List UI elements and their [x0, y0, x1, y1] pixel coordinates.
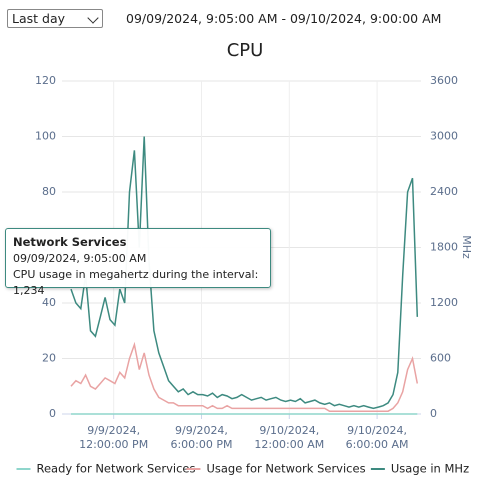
x-tick-label-line: 6:00:00 AM	[346, 438, 409, 451]
tooltip-text: CPU usage in megahertz during the interv…	[13, 268, 259, 297]
x-tick-label-line: 9/10/2024,	[259, 424, 319, 437]
x-tick-label-line: 9/9/2024,	[175, 424, 228, 437]
y2-tick-label: 1800	[430, 241, 458, 254]
x-tick-label: 9/10/2024, 12:00:00 AM	[254, 424, 324, 451]
x-tick-label-line: 6:00:00 PM	[170, 438, 232, 451]
period-text: Last day	[12, 11, 66, 26]
period-select[interactable]: Last day	[7, 9, 103, 28]
y2-tick-label: 3600	[430, 74, 458, 87]
series-line	[70, 341, 419, 412]
y-tick-label: 20	[42, 352, 56, 365]
y2-axis-title: MHz	[460, 235, 473, 259]
y-tick-label: 100	[35, 130, 56, 143]
legend-label: Usage for Network Services	[206, 462, 365, 476]
date-range: 09/09/2024, 9:05:00 AM - 09/10/2024, 9:0…	[126, 11, 442, 26]
x-tick-label: 9/10/2024, 6:00:00 AM	[346, 424, 409, 451]
y2-tick-label: 600	[430, 352, 451, 365]
y2-tick-label: 1200	[430, 296, 458, 309]
x-tick-label: 9/9/2024, 6:00:00 PM	[170, 424, 232, 451]
y2-tick-label: 3000	[430, 130, 458, 143]
x-tick-label-line: 9/10/2024,	[347, 424, 407, 437]
y-tick-label: 120	[35, 74, 56, 87]
x-tick-label-line: 12:00:00 PM	[79, 438, 148, 451]
y2-tick-label: 2400	[430, 185, 458, 198]
x-tick-label: 9/9/2024, 12:00:00 PM	[79, 424, 148, 451]
y-tick-label: 80	[42, 185, 56, 198]
tooltip-title: Network Services	[13, 235, 127, 249]
tooltip-time: 09/09/2024, 9:05:00 AM	[13, 252, 147, 265]
x-tick-label-line: 12:00:00 AM	[254, 438, 324, 451]
series-line	[70, 136, 419, 410]
chart-title: CPU	[227, 40, 264, 61]
x-tick-label-line: 9/9/2024,	[87, 424, 140, 437]
legend-label: Usage in MHz	[391, 462, 469, 476]
legend-label: Ready for Network Services	[37, 462, 196, 476]
y-tick-label: 40	[42, 296, 56, 309]
y2-tick-label: 0	[430, 407, 437, 420]
tooltip: Network Services 09/09/2024, 9:05:00 AM …	[5, 228, 271, 297]
y-tick-label: 0	[49, 407, 56, 420]
